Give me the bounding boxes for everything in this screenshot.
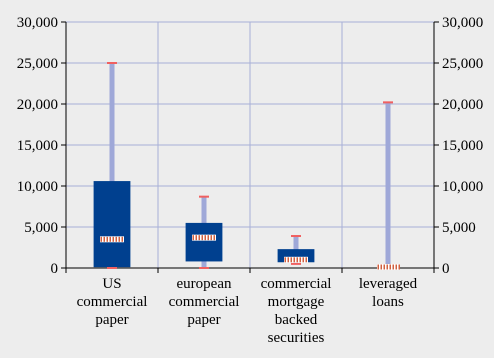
- y-tick-label-right: 5,000: [442, 220, 476, 236]
- y-tick-label-right: 15,000: [442, 138, 483, 154]
- whisker-cap-top: [199, 195, 209, 198]
- median-marker: [100, 236, 124, 243]
- y-tick-label-left: 25,000: [17, 56, 58, 72]
- y-tick-label-left: 0: [51, 261, 59, 277]
- median-marker: [377, 264, 400, 270]
- whisker-cap-top: [383, 101, 393, 104]
- axes: [61, 21, 439, 273]
- y-tick-label-right: 10,000: [442, 179, 483, 195]
- y-tick-label-right: 30,000: [442, 15, 483, 31]
- y-tick-label-left: 5,000: [24, 220, 58, 236]
- tick-labels: 0 0 5,000 5,000 10,000 10,000 15,000 15,000 20,0…: [17, 15, 484, 346]
- box-body: [185, 222, 223, 262]
- x-category-label: european commercial paper: [169, 276, 240, 328]
- x-category-label: leveraged loans: [359, 276, 418, 310]
- whisker-cap-bottom: [291, 262, 301, 265]
- y-tick-label-left: 30,000: [17, 15, 58, 31]
- y-tick-label-left: 20,000: [17, 97, 58, 113]
- whisker-cap-bottom: [199, 267, 209, 269]
- y-tick-label-left: 15,000: [17, 138, 58, 154]
- y-tick-label-right: 20,000: [442, 97, 483, 113]
- x-category-label: commercial mortgage backed securities: [261, 276, 332, 346]
- x-category-label: US commercial paper: [77, 276, 148, 328]
- whisker-cap-top: [107, 62, 117, 64]
- median-marker: [192, 234, 216, 241]
- box-body: [93, 181, 131, 268]
- median-marker: [284, 256, 308, 263]
- box-marks: [93, 62, 400, 270]
- whisker-cap-top: [291, 235, 301, 238]
- y-tick-label-right: 0: [442, 261, 450, 277]
- whisker-cap-bottom: [107, 267, 117, 269]
- y-tick-label-right: 25,000: [442, 56, 483, 72]
- y-tick-label-left: 10,000: [17, 179, 58, 195]
